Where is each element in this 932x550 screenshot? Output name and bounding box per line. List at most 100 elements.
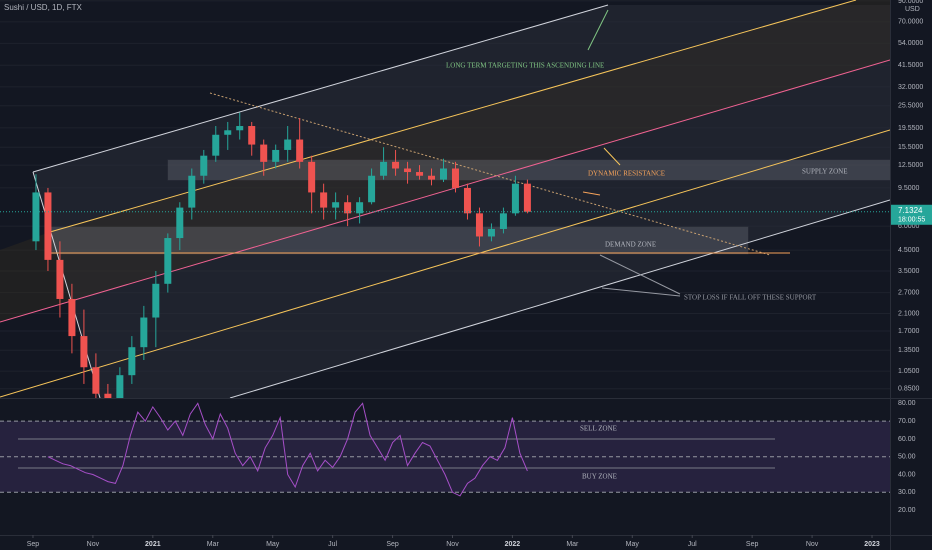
- candle-body: [68, 298, 76, 337]
- x-tick-label: Sep: [746, 541, 759, 548]
- y-tick-label: 54.0000: [898, 40, 923, 47]
- arrow: [603, 147, 621, 166]
- x-tick-label: Nov: [446, 541, 459, 548]
- y-tick-label: 4.5000: [898, 247, 920, 254]
- x-tick-label: 2023: [864, 541, 880, 548]
- x-tick-label: Mar: [566, 541, 579, 548]
- candle-body: [463, 187, 471, 214]
- arrow: [599, 254, 681, 295]
- rsi-pane: [0, 402, 890, 497]
- candle-body: [499, 213, 507, 229]
- candle-body: [152, 283, 160, 318]
- y-tick-label: 20.00: [898, 507, 916, 514]
- channel-pink: [0, 59, 890, 323]
- candle-body: [416, 172, 424, 176]
- y-tick-label: 19.5500: [898, 125, 923, 132]
- candle-body: [511, 183, 519, 214]
- channel-left: [32, 171, 101, 398]
- y-tick-label: 9.5000: [898, 185, 920, 192]
- y-tick-label: 80.00: [898, 400, 916, 407]
- candle-body: [344, 202, 352, 214]
- annotation: LONG TERM TARGETING THIS ASCENDING LINE: [446, 62, 604, 70]
- candle-body: [272, 149, 280, 162]
- candle-body: [116, 375, 124, 398]
- candle-body: [200, 155, 208, 176]
- countdown-label: 18:00:55: [898, 217, 925, 224]
- y-tick-label: 30.00: [898, 489, 916, 496]
- candle-body: [380, 161, 388, 176]
- candle-body: [451, 168, 459, 188]
- y-tick-label: 32.0000: [898, 84, 923, 91]
- y-tick-label: 41.5000: [898, 62, 923, 69]
- candle-body: [523, 183, 531, 212]
- candle-body: [32, 192, 40, 242]
- candle-body: [224, 130, 232, 135]
- dynamic-resistance-line: [209, 92, 771, 256]
- x-tick-label: 2021: [145, 541, 161, 548]
- y-tick-label: 1.0500: [898, 368, 920, 375]
- x-tick-label: May: [266, 541, 280, 548]
- candle-body: [332, 202, 340, 208]
- candle-body: [236, 126, 244, 131]
- channel-fill: [33, 5, 890, 398]
- candle-body: [260, 144, 268, 162]
- candle-body: [320, 192, 328, 208]
- x-tick-label: Nov: [87, 541, 100, 548]
- y-tick-label: 1.3500: [898, 347, 920, 354]
- y-tick-label: 2.7000: [898, 289, 920, 296]
- x-tick-label: Nov: [806, 541, 819, 548]
- rsi-line: [47, 402, 528, 497]
- candle-body: [475, 213, 483, 237]
- candle-body: [487, 228, 495, 237]
- annotation: DEMAND ZONE: [605, 241, 656, 249]
- channel-top: [32, 4, 609, 173]
- candle-body: [308, 161, 316, 193]
- x-tick-label: Jul: [688, 541, 697, 548]
- candle-body: [392, 161, 400, 169]
- y-tick-label: 70.00: [898, 418, 916, 425]
- x-tick-label: Sep: [386, 541, 399, 548]
- annotation: SELL ZONE: [580, 425, 617, 433]
- x-tick-label: Mar: [207, 541, 220, 548]
- candles: [0, 112, 890, 398]
- price-pane: [0, 0, 890, 398]
- candle-body: [164, 238, 172, 284]
- arrow: [582, 191, 601, 196]
- arrow: [601, 287, 681, 297]
- x-tick-label: Sep: [27, 541, 40, 548]
- candle-body: [128, 347, 136, 376]
- y-tick-label: 70.0000: [898, 19, 923, 26]
- annotation: BUY ZONE: [582, 473, 617, 481]
- candle-body: [404, 168, 412, 173]
- candle-body: [248, 126, 256, 145]
- supply-zone: [167, 159, 890, 181]
- chart-title: Sushi / USD, 1D, FTX: [4, 3, 82, 12]
- candle-body: [176, 207, 184, 239]
- x-tick-label: May: [626, 541, 640, 548]
- candle-body: [356, 202, 364, 214]
- y-tick-label: 1.7000: [898, 328, 920, 335]
- y-tick-label: 60.00: [898, 436, 916, 443]
- candle-body: [188, 175, 196, 208]
- y-tick-label: 6.0000: [898, 223, 920, 230]
- y-tick-label: 3.5000: [898, 268, 920, 275]
- candle-body: [56, 259, 64, 299]
- y-tick-label: 12.5000: [898, 162, 923, 169]
- annotation: STOP LOSS IF FALL OFF THESE SUPPORT: [684, 294, 817, 302]
- arrow: [587, 9, 609, 51]
- currency-label: USD: [905, 6, 920, 13]
- candle-body: [104, 393, 112, 398]
- candle-body: [428, 175, 436, 180]
- candle-body: [44, 192, 52, 260]
- annotation: SUPPLY ZONE: [802, 168, 848, 176]
- y-tick-label: 25.5000: [898, 103, 923, 110]
- y-tick-label: 2.1000: [898, 310, 920, 317]
- annotation: DYNAMIC RESISTANCE: [588, 170, 665, 178]
- y-tick-label: 90.0000: [898, 0, 923, 5]
- candle-body: [368, 175, 376, 203]
- x-tick-label: Jul: [328, 541, 337, 548]
- y-tick-label: 15.5000: [898, 144, 923, 151]
- candle-body: [440, 168, 448, 180]
- candle-body: [140, 317, 148, 348]
